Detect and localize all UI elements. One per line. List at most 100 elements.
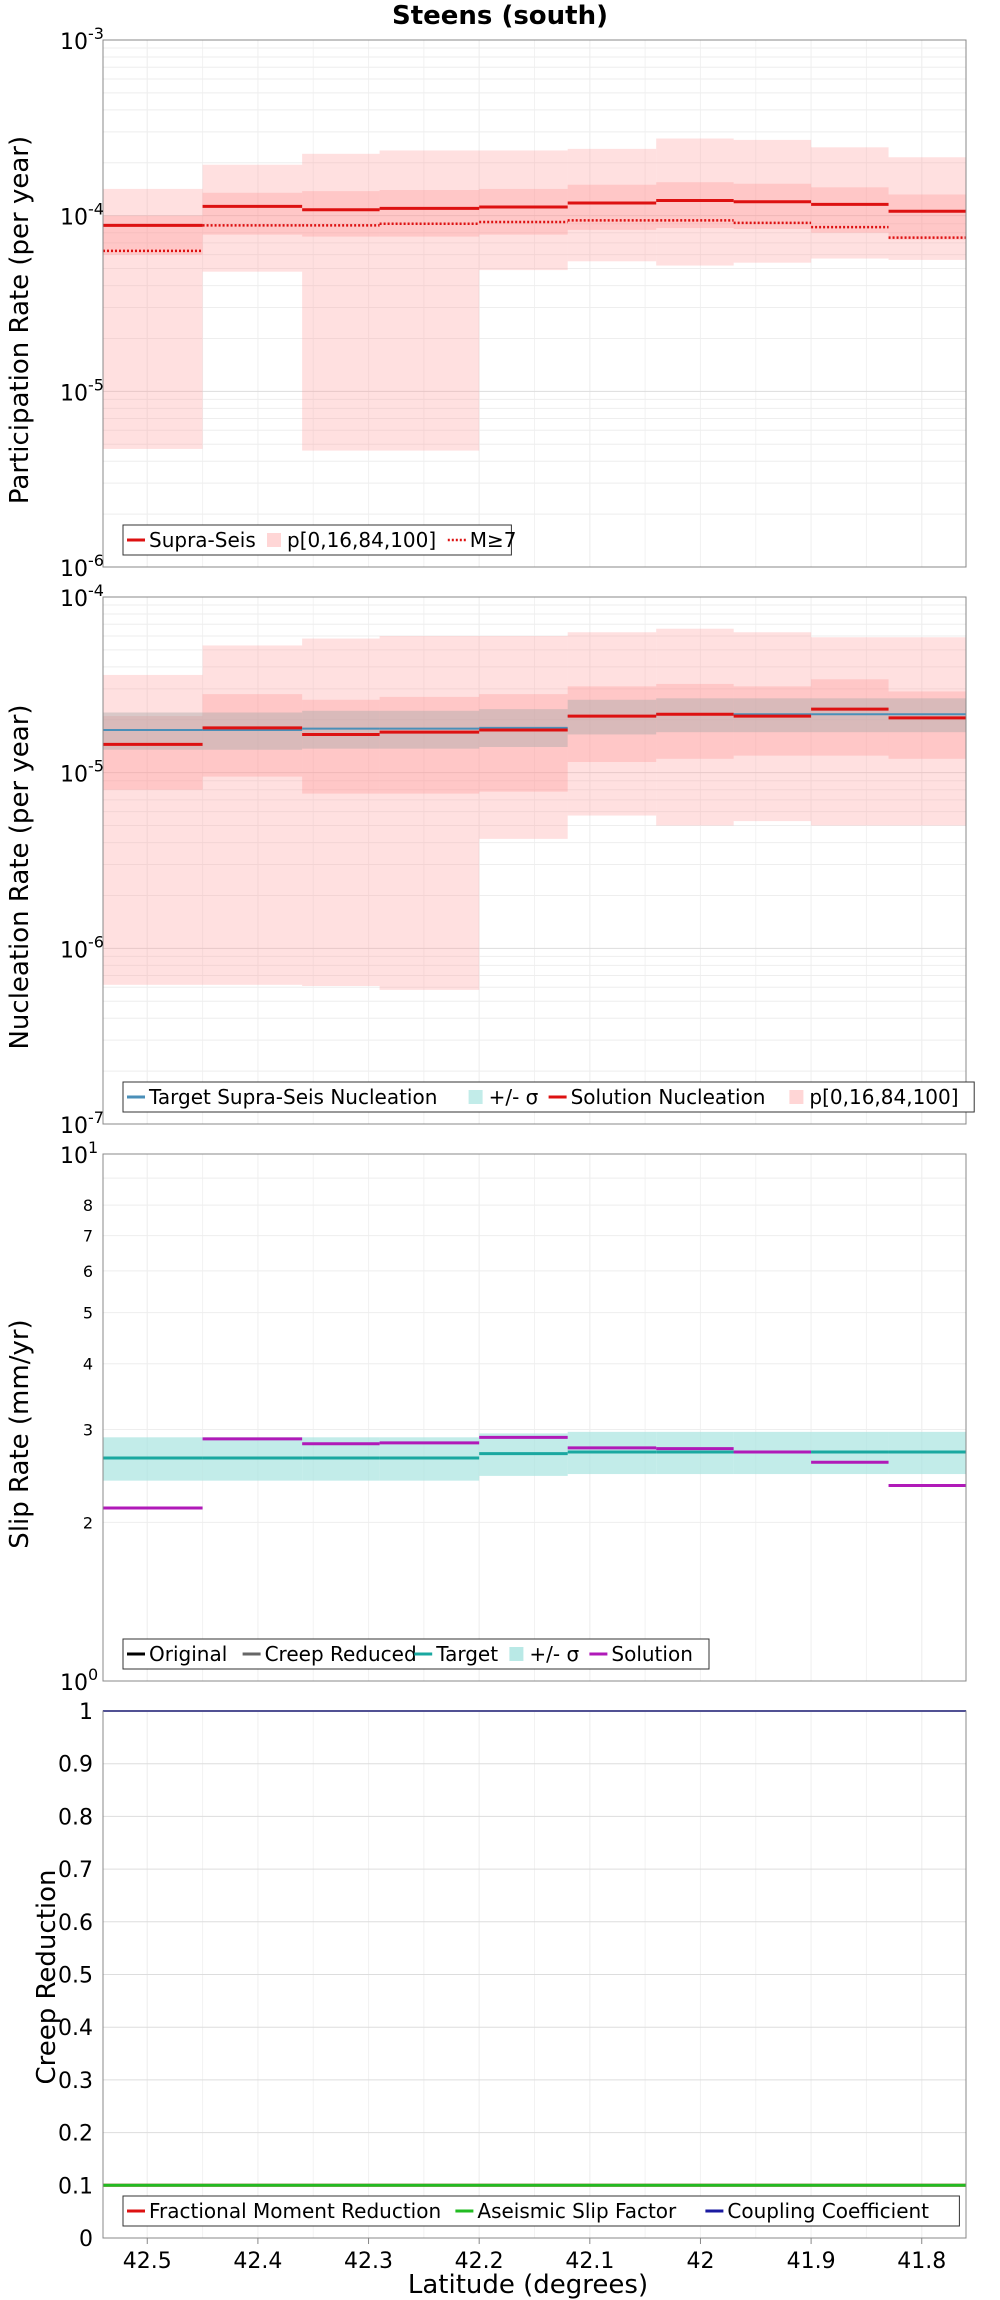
legend-label-3-0: Fractional Moment Reduction (149, 2199, 441, 2223)
y-tick-3-5: 0.5 (58, 1964, 93, 1989)
x-axis-label: Latitude (degrees) (408, 2270, 648, 2300)
p-outer-band-6 (656, 138, 734, 266)
legend-label-2-0: Original (149, 1642, 227, 1666)
n-sigma-band-1 (202, 712, 303, 750)
panel-3-ylabel: Creep Reduction (32, 1869, 62, 2084)
participation-rate-panel: Participation Rate (per year) 10-6 10-5 10… (5, 24, 967, 582)
p-outer-band-4 (479, 150, 568, 271)
n-outer-band-2 (302, 638, 380, 987)
y-tick-1-2: 10-5 (60, 757, 104, 788)
legend-label-0-0: Supra-Seis (149, 528, 256, 552)
plot-frame-0 (102, 39, 967, 568)
y-tick-2-1: 101 (60, 1138, 98, 1169)
legend-label-0-2: M≥7 (470, 528, 517, 552)
y-minor-tick-2-4: 6 (83, 1262, 93, 1281)
n-outer-band-4 (479, 635, 568, 839)
x-tick-1: 42.4 (233, 2249, 282, 2274)
p-inner-band-1 (202, 192, 303, 235)
legend-swatch-1-3 (789, 1090, 804, 1104)
y-tick-3-8: 0.8 (58, 1805, 93, 1830)
y-minor-tick-2-2: 4 (83, 1355, 93, 1374)
y-tick-3-2: 0.2 (58, 2122, 93, 2147)
n-outer-band-5 (567, 632, 657, 816)
y-tick-3-3: 0.3 (58, 2069, 93, 2094)
plot-frame-1 (102, 596, 967, 1125)
slip-rate-panel: Slip Rate (mm/yr) 100 101 2 3 4 5 6 7 8 Original C… (5, 1138, 967, 1696)
legend-label-2-2: Target (435, 1642, 498, 1666)
y-tick-2-0: 100 (60, 1665, 98, 1696)
x-axis: 42.5 42.4 42.3 42.2 42.1 42 41.9 41.8 (123, 2238, 946, 2274)
p-outer-band-5 (567, 148, 657, 262)
creep-reduction-panel: Creep Reduction 0 0.1 0.2 0.3 0.4 0.5 0.6 0.7 0.… (32, 1700, 967, 2252)
y-minor-tick-2-5: 7 (83, 1227, 93, 1246)
plot-frame-3 (102, 1710, 967, 2239)
x-tick-4: 42.1 (565, 2249, 614, 2274)
y-tick-0-1: 10-5 (60, 375, 104, 406)
n-outer-band-9 (888, 637, 966, 826)
y-minor-tick-2-3: 5 (83, 1304, 93, 1323)
y-tick-0-2: 10-4 (60, 200, 104, 231)
legend-label-2-3: +/- σ (529, 1642, 579, 1666)
p-inner-band-9 (888, 194, 966, 240)
n-inner-band-4 (479, 694, 568, 792)
p-inner-band-5 (567, 184, 657, 230)
p-inner-band-2 (302, 191, 380, 237)
p-inner-band-7 (733, 183, 812, 229)
y-minor-tick-2-0: 2 (83, 1513, 93, 1532)
p-inner-band-8 (811, 187, 889, 233)
y-tick-1-1: 10-6 (60, 932, 104, 963)
y-tick-1-0: 10-7 (60, 1108, 104, 1139)
p-outer-band-9 (888, 157, 966, 260)
legend-1: Target Supra-Seis Nucleation +/- σ Solutio… (122, 1081, 975, 1113)
n-outer-band-8 (811, 637, 889, 826)
legend-swatch-2-3 (509, 1647, 524, 1661)
panel-2-ylabel: Slip Rate (mm/yr) (5, 1319, 35, 1548)
legend-label-2-1: Creep Reduced (265, 1642, 417, 1666)
y-tick-3-0: 0 (79, 2227, 93, 2252)
n-outer-band-0 (103, 674, 203, 985)
n-outer-band-7 (733, 632, 812, 822)
y-minor-tick-2-1: 3 (83, 1421, 93, 1440)
p-inner-band-3 (379, 189, 480, 237)
legend-label-1-3: p[0,16,84,100] (809, 1085, 958, 1109)
x-tick-6: 41.9 (787, 2249, 836, 2274)
x-tick-3: 42.2 (455, 2249, 504, 2274)
p-outer-band-0 (103, 188, 203, 449)
n-inner-band-3 (379, 696, 480, 794)
chart-title: Steens (south) (392, 1, 608, 31)
y-tick-3-10: 1 (79, 1700, 93, 1725)
nucleation-rate-panel: Nucleation Rate (per year) 10-7 10-6 10-5 1… (5, 581, 975, 1139)
y-tick-1-3: 10-4 (60, 581, 104, 612)
p-outer-band-2 (302, 153, 380, 451)
legend-3: Fractional Moment Reduction Aseismic Slip… (122, 2195, 960, 2227)
x-tick-5: 42 (686, 2249, 714, 2274)
y-tick-3-7: 0.7 (58, 1858, 93, 1883)
legend-box-0 (122, 524, 512, 556)
legend-2: Original Creep Reduced Target +/- σ Solution (122, 1638, 710, 1670)
legend-swatch-0-1 (267, 533, 281, 547)
n-outer-band-6 (656, 628, 734, 826)
legend-label-3-2: Coupling Coefficient (727, 2199, 929, 2223)
y-tick-3-6: 0.6 (58, 1911, 93, 1936)
n-inner-band-2 (302, 699, 380, 794)
n-inner-band-5 (567, 686, 657, 763)
p-inner-band-0 (103, 215, 203, 255)
legend-box-3 (122, 2195, 960, 2227)
legend-label-1-2: Solution Nucleation (571, 1085, 766, 1109)
legend-label-0-1: p[0,16,84,100] (287, 528, 436, 552)
n-inner-band-8 (811, 679, 889, 756)
n-sigma-band-3 (379, 710, 480, 749)
legend-label-3-1: Aseismic Slip Factor (477, 2199, 677, 2223)
n-inner-band-1 (202, 694, 303, 777)
legend-0: Supra-Seis p[0,16,84,100] M≥7 (122, 524, 517, 556)
panel-0-ylabel: Participation Rate (per year) (5, 136, 35, 504)
y-tick-0-3: 10-3 (60, 24, 104, 55)
p-outer-band-3 (379, 150, 480, 451)
n-outer-band-3 (379, 635, 480, 990)
legend-label-2-4: Solution (611, 1642, 692, 1666)
y-tick-3-4: 0.4 (58, 2016, 93, 2041)
n-inner-band-9 (888, 691, 966, 759)
x-tick-7: 41.8 (897, 2249, 946, 2274)
y-minor-tick-2-6: 8 (83, 1196, 93, 1215)
